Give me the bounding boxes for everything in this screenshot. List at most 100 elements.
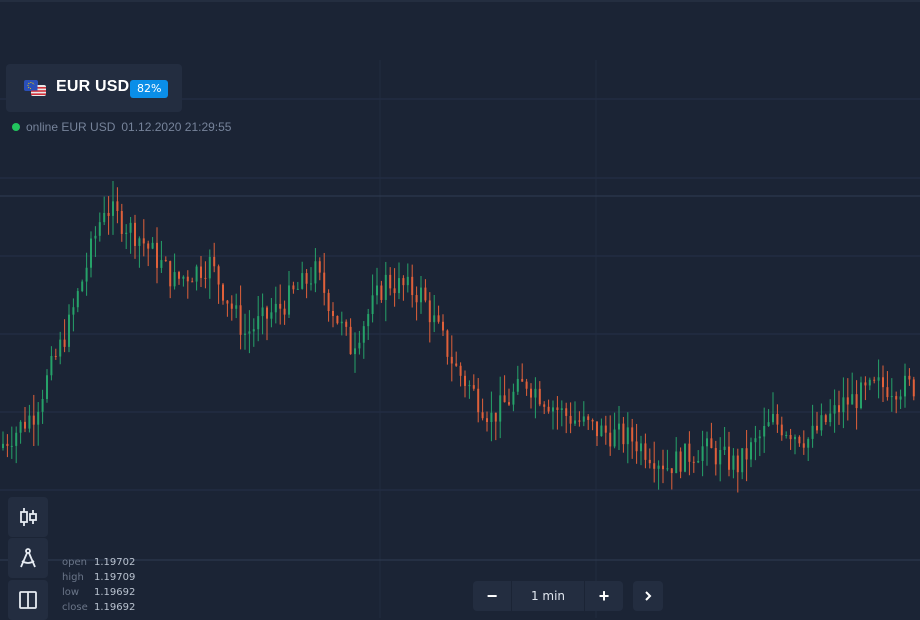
candle-body <box>169 261 172 287</box>
candle-body <box>569 415 572 424</box>
candle-body <box>846 397 849 405</box>
candle-body <box>103 212 106 223</box>
candle-body <box>503 395 506 403</box>
candle-body <box>98 222 101 236</box>
timeframe-decrease-button[interactable]: − <box>486 585 498 606</box>
candle-body <box>904 375 906 397</box>
candlestick-chart-icon <box>20 508 37 526</box>
candle-body <box>195 266 198 282</box>
eu-us-flag-icon <box>24 80 46 96</box>
candle-body <box>525 381 528 389</box>
candlestick-series <box>2 180 915 493</box>
candle-body <box>204 277 207 279</box>
candle-body <box>543 404 546 407</box>
candle-body <box>613 429 616 447</box>
candle-body <box>182 276 185 279</box>
timeframe-increase-button[interactable]: + <box>598 585 610 606</box>
ohlc-label: low <box>62 587 80 598</box>
next-button[interactable] <box>633 581 663 611</box>
candle-body <box>6 443 9 446</box>
candle-body <box>85 267 88 282</box>
candle-body <box>376 285 378 296</box>
candle-body <box>279 303 282 309</box>
candle-body <box>15 432 18 446</box>
candle-body <box>477 388 480 413</box>
candle-body <box>789 434 792 440</box>
candle-body <box>349 326 352 355</box>
online-status-dot <box>12 123 20 131</box>
candle-body <box>54 355 57 357</box>
candle-body <box>116 201 119 212</box>
candle-body <box>662 465 664 470</box>
asset-name: EUR USD <box>56 78 130 95</box>
candle-body <box>239 305 242 335</box>
candle-body <box>125 232 128 234</box>
candle-body <box>226 300 229 304</box>
candle-body <box>494 412 497 422</box>
candle-body <box>486 418 488 423</box>
candle-body <box>340 321 343 324</box>
candle-body <box>640 443 642 452</box>
candle-body <box>76 291 79 308</box>
candle-body <box>257 316 260 330</box>
candle-body <box>147 243 150 249</box>
drawing-tools-button[interactable] <box>8 538 48 578</box>
candle-body <box>323 272 326 293</box>
candle-body <box>508 402 510 405</box>
candle-body <box>261 307 264 317</box>
candle-body <box>398 278 400 294</box>
chart-type-button[interactable] <box>8 497 48 537</box>
candle-body <box>24 421 26 429</box>
candle-body <box>134 222 136 246</box>
candle-body <box>411 276 414 296</box>
candle-body <box>68 314 70 347</box>
layout-button[interactable] <box>8 580 48 620</box>
candle-body <box>723 446 726 450</box>
candle-body <box>706 438 708 447</box>
candle-body <box>732 455 735 470</box>
ohlc-low: low 1.19692 <box>62 585 135 600</box>
candle-body <box>19 421 22 433</box>
candle-body <box>785 434 788 436</box>
ohlc-value: 1.19709 <box>94 572 136 583</box>
candle-body <box>230 303 233 309</box>
candle-body <box>530 388 532 398</box>
candle-body <box>160 260 163 268</box>
candle-body <box>301 273 304 289</box>
candle-body <box>371 295 374 315</box>
candle-body <box>763 425 766 437</box>
candle-body <box>728 446 730 470</box>
candle-body <box>186 276 189 282</box>
candle-body <box>173 272 176 287</box>
candle-body <box>380 285 383 300</box>
candle-body <box>50 355 53 376</box>
candle-body <box>142 238 145 244</box>
drawing-compass-icon <box>20 548 36 568</box>
candle-body <box>886 387 889 398</box>
ohlc-label: high <box>62 572 84 583</box>
candle-body <box>138 238 141 246</box>
candle-body <box>151 242 154 249</box>
candle-body <box>314 261 317 284</box>
candle-body <box>714 448 717 465</box>
candle-body <box>178 272 180 279</box>
candle-body <box>252 329 255 332</box>
candle-body <box>200 266 202 278</box>
candle-body <box>604 425 607 433</box>
asset-selector[interactable]: EUR USD 82% <box>6 64 182 112</box>
timeframe-label: 1 min <box>511 581 585 611</box>
candle-body <box>112 201 114 216</box>
candle-body <box>692 461 695 463</box>
candle-body <box>420 287 422 303</box>
candle-body <box>156 242 158 268</box>
candle-body <box>754 438 757 443</box>
candle-body <box>120 211 123 234</box>
candle-body <box>877 377 880 381</box>
candle-body <box>428 300 431 323</box>
ohlc-value: 1.19702 <box>94 557 136 568</box>
candle-body <box>2 443 4 448</box>
candle-body <box>750 442 752 460</box>
candle-body <box>367 314 370 327</box>
candle-body <box>908 375 911 380</box>
